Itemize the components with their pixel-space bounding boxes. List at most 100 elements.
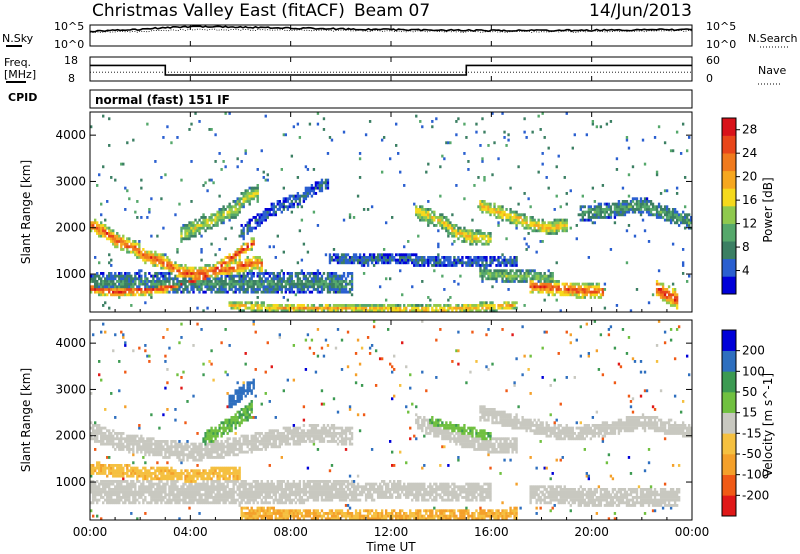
echo-cell <box>555 290 558 294</box>
echo-cell <box>104 437 107 441</box>
echo-cell <box>425 258 428 262</box>
echo-cell <box>220 213 223 217</box>
echo-cell <box>200 501 203 505</box>
echo-cell <box>417 234 420 238</box>
echo-cell <box>190 160 193 163</box>
echo-cell <box>547 285 550 289</box>
echo-cell <box>683 205 687 209</box>
echo-cell <box>148 360 151 363</box>
echo-cell <box>136 290 139 294</box>
echo-cell <box>593 210 597 214</box>
echo-cell <box>495 264 498 267</box>
echo-cell <box>374 309 378 313</box>
echo-cell <box>142 448 145 451</box>
echo-cell <box>122 336 125 339</box>
echo-cell <box>569 226 572 230</box>
echo-cell <box>617 210 621 214</box>
echo-cell <box>222 280 225 283</box>
echo-cell <box>256 192 259 195</box>
echo-cell <box>218 290 221 294</box>
echo-cell <box>465 229 468 233</box>
echo-cell <box>561 293 564 297</box>
echo-cell <box>362 258 366 262</box>
echo-cell <box>579 290 582 294</box>
echo-cell <box>268 285 271 289</box>
echo-cell <box>168 274 171 278</box>
echo-cell <box>639 208 643 211</box>
echo-cell <box>272 213 275 217</box>
echo-cell <box>587 213 591 217</box>
echo-cell <box>142 440 145 443</box>
echo-cell <box>405 253 408 257</box>
echo-cell <box>661 216 665 219</box>
echo-cell <box>545 280 548 283</box>
echo-cell <box>260 218 263 222</box>
echo-cell <box>90 437 93 441</box>
echo-cell <box>667 290 671 294</box>
power-y-axis-label: Slant Range [km] <box>19 160 33 264</box>
echo-cell <box>531 221 534 225</box>
echo-cell <box>242 277 245 281</box>
echo-cell <box>112 488 115 491</box>
echo-cell <box>202 501 205 505</box>
echo-cell <box>655 290 659 294</box>
echo-cell <box>108 501 111 505</box>
echo-cell <box>342 256 346 259</box>
echo-cell <box>192 394 195 398</box>
echo-cell <box>451 234 454 238</box>
echo-cell <box>555 221 558 225</box>
echo-cell <box>631 208 635 211</box>
echo-cell <box>158 272 161 275</box>
echo-cell <box>437 242 440 246</box>
echo-cell <box>98 234 101 238</box>
echo-cell <box>505 237 508 241</box>
echo-cell <box>162 280 165 283</box>
echo-cell <box>583 218 586 222</box>
echo-cell <box>216 272 219 275</box>
echo-cell <box>248 221 251 225</box>
echo-cell <box>507 133 510 137</box>
echo-cell <box>673 288 677 291</box>
echo-cell <box>196 450 199 454</box>
echo-cell <box>485 205 488 209</box>
echo-cell <box>116 474 119 478</box>
echo-cell <box>483 266 486 270</box>
echo-cell <box>240 229 243 233</box>
echo-cell <box>220 290 223 294</box>
echo-cell <box>234 213 237 217</box>
echo-cell <box>499 272 502 275</box>
echo-cell <box>334 256 338 259</box>
echo-cell <box>216 216 219 219</box>
echo-cell <box>328 136 332 139</box>
echo-cell <box>144 274 147 278</box>
echo-cell <box>280 210 283 214</box>
echo-cell <box>134 245 137 249</box>
echo-cell <box>338 288 342 291</box>
echo-cell <box>236 266 239 270</box>
echo-cell <box>344 280 348 283</box>
echo-cell <box>296 176 300 179</box>
echo-cell <box>150 442 153 446</box>
echo-cell <box>340 256 344 259</box>
echo-cell <box>513 301 516 305</box>
echo-cell <box>571 282 574 286</box>
echo-cell <box>236 165 239 169</box>
echo-cell <box>641 202 645 206</box>
echo-cell <box>481 232 484 235</box>
echo-cell <box>290 290 294 294</box>
echo-cell <box>595 285 599 289</box>
echo-cell <box>523 272 526 275</box>
echo-cell <box>248 264 251 267</box>
echo-cell <box>174 450 177 454</box>
echo-cell <box>240 234 243 238</box>
echo-cell <box>130 274 133 278</box>
echo-cell <box>186 493 189 497</box>
echo-cell <box>140 178 143 182</box>
echo-cell <box>110 482 113 486</box>
echo-cell <box>316 112 320 115</box>
echo-cell <box>106 456 109 459</box>
echo-cell <box>246 266 249 270</box>
echo-cell <box>350 304 354 307</box>
echo-cell <box>236 288 239 291</box>
echo-cell <box>236 272 239 275</box>
